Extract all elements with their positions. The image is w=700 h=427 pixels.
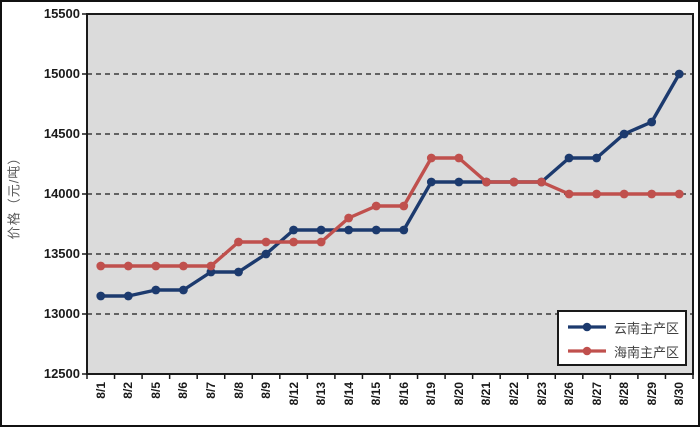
data-point-s1-8/16 xyxy=(399,201,409,211)
data-point-s0-8/20 xyxy=(454,177,464,187)
y-tick-label-12500: 12500 xyxy=(43,366,80,381)
data-point-s1-8/27 xyxy=(592,189,601,199)
x-tick-label-8-9: 8/9 xyxy=(259,382,274,399)
data-point-s1-8/15 xyxy=(371,201,381,211)
x-tick-label-8-2: 8/2 xyxy=(121,382,136,399)
data-point-s1-8/26 xyxy=(564,189,574,199)
data-point-s1-8/22 xyxy=(509,177,519,187)
data-point-s0-8/12 xyxy=(289,225,298,235)
data-point-s1-8/8 xyxy=(234,237,243,247)
data-point-s1-8/23 xyxy=(537,177,546,187)
data-point-s0-8/14 xyxy=(344,225,354,235)
data-point-s0-8/15 xyxy=(371,225,381,235)
data-point-s1-8/9 xyxy=(261,237,271,247)
data-point-s1-8/19 xyxy=(426,153,436,163)
data-point-s1-8/2 xyxy=(123,261,133,271)
data-point-s1-8/28 xyxy=(619,189,629,199)
data-point-s0-8/5 xyxy=(151,285,161,295)
x-tick-label-8-8: 8/8 xyxy=(231,382,246,399)
legend-item-yunnan: 云南主产区 xyxy=(567,315,685,339)
data-point-s0-8/19 xyxy=(426,177,436,187)
data-point-s1-8/13 xyxy=(316,237,326,247)
x-tick-label-8-1: 8/1 xyxy=(93,382,108,399)
y-tick-label-14000: 14000 xyxy=(43,186,80,201)
x-tick-label-8-22: 8/22 xyxy=(506,382,521,406)
series-line-0 xyxy=(99,72,681,298)
x-tick-label-8-21: 8/21 xyxy=(479,382,494,406)
x-tick-label-8-7: 8/7 xyxy=(203,382,218,399)
legend-label-hainan: 海南主产区 xyxy=(614,344,680,360)
x-tick-label-8-12: 8/12 xyxy=(286,382,301,406)
x-tick-label-8-30: 8/30 xyxy=(672,382,687,406)
data-point-s1-8/7 xyxy=(206,261,216,271)
x-tick-label-8-20: 8/20 xyxy=(451,382,466,406)
y-tick-label-15000: 15000 xyxy=(43,66,80,81)
data-point-s0-8/29 xyxy=(647,117,657,127)
data-point-s0-8/8 xyxy=(234,267,243,277)
x-tick-label-8-16: 8/16 xyxy=(396,382,411,406)
y-axis-title: 价格（元/吨） xyxy=(6,150,22,240)
data-point-s0-8/16 xyxy=(399,225,409,235)
x-tick-label-8-5: 8/5 xyxy=(148,382,163,399)
x-tick-label-8-14: 8/14 xyxy=(341,382,356,406)
x-tick-label-8-19: 8/19 xyxy=(424,382,439,406)
yunnan-line-swatch xyxy=(568,322,606,332)
legend-item-hainan: 海南主产区 xyxy=(567,339,685,363)
y-tick-label-13000: 13000 xyxy=(43,306,80,321)
data-point-s0-8/1 xyxy=(96,291,106,301)
hainan-line-swatch xyxy=(568,346,606,356)
data-point-s1-8/20 xyxy=(454,153,464,163)
legend: 云南主产区 海南主产区 xyxy=(557,310,687,366)
data-point-s1-8/6 xyxy=(179,261,188,271)
y-tick-label-13500: 13500 xyxy=(43,246,80,261)
data-point-s1-8/1 xyxy=(96,261,106,271)
data-point-s0-8/26 xyxy=(564,153,574,163)
legend-label-yunnan: 云南主产区 xyxy=(614,320,680,336)
x-tick-label-8-27: 8/27 xyxy=(589,382,604,406)
x-tick-label-8-13: 8/13 xyxy=(314,382,329,406)
x-tick-label-8-26: 8/26 xyxy=(562,382,577,406)
y-tick-label-15500: 15500 xyxy=(43,6,80,21)
data-point-s0-8/27 xyxy=(592,153,601,163)
series-line-1 xyxy=(99,156,681,268)
y-tick-label-14500: 14500 xyxy=(43,126,80,141)
data-point-s1-8/29 xyxy=(647,189,657,199)
data-point-s1-8/14 xyxy=(344,213,354,223)
data-point-s1-8/12 xyxy=(289,237,298,247)
data-point-s0-8/6 xyxy=(179,285,188,295)
data-point-s0-8/30 xyxy=(674,69,684,79)
data-point-s0-8/28 xyxy=(619,129,629,139)
plot-border xyxy=(86,13,694,375)
x-tick-label-8-23: 8/23 xyxy=(534,382,549,406)
x-tick-label-8-28: 8/28 xyxy=(617,382,632,406)
data-point-s1-8/30 xyxy=(674,189,684,199)
x-tick-label-8-29: 8/29 xyxy=(644,382,659,406)
data-point-s0-8/13 xyxy=(316,225,326,235)
data-point-s0-8/2 xyxy=(123,291,133,301)
x-tick-label-8-6: 8/6 xyxy=(176,382,191,399)
x-tick-label-8-15: 8/15 xyxy=(369,382,384,406)
data-point-s1-8/21 xyxy=(482,177,491,187)
data-point-s0-8/9 xyxy=(261,249,271,259)
data-point-s1-8/5 xyxy=(151,261,161,271)
